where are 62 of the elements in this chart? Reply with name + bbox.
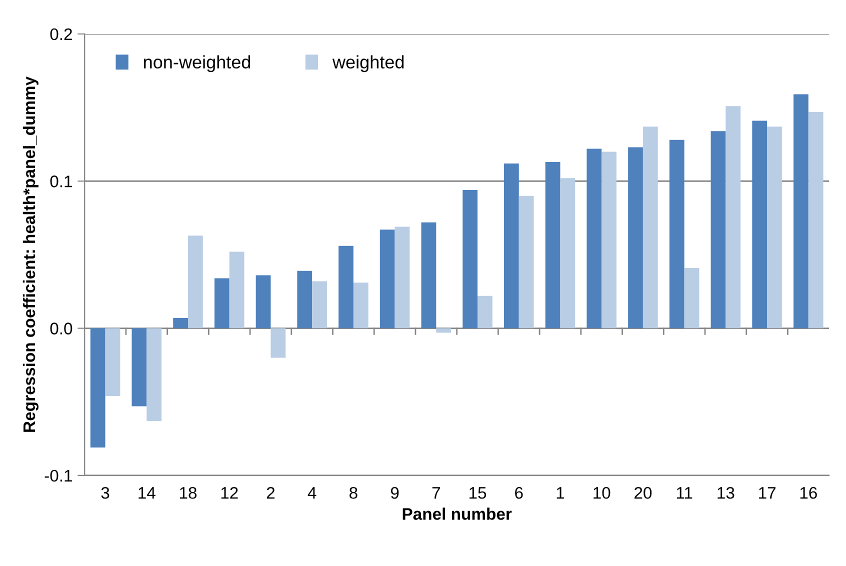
x-tick-label: 16 [800,486,817,499]
bar [586,148,602,328]
x-tick-label: 20 [634,486,652,499]
bar [394,226,410,328]
x-tick-label: 4 [308,487,316,499]
bar [710,131,726,328]
bar [188,236,203,328]
legend-label: non-weighted [144,55,250,72]
bar [353,282,368,328]
bar [642,126,658,328]
bar [560,178,576,328]
x-tick-label: 9 [390,486,399,499]
bar [752,120,768,328]
bar [462,190,478,328]
x-tick-label: 6 [515,486,523,499]
y-axis-title: Regression coefficient: health*panel_dummy [22,76,39,432]
bar [726,106,741,328]
bar [794,94,808,328]
bar [90,328,106,448]
bar [105,328,120,396]
x-tick-label: 1 [556,487,564,499]
bar [256,275,271,328]
bar [628,147,643,328]
bar [132,328,147,406]
x-tick-label: 17 [759,487,776,499]
bar [312,281,327,328]
x-tick-label: 14 [138,487,156,499]
bar [297,270,312,328]
bar [421,222,436,328]
y-tick-label: 0.0 [50,322,72,334]
bar [229,252,244,328]
x-axis-title: Panel number [402,508,512,520]
x-tick-label: 10 [594,486,610,499]
x-tick-label: 8 [350,486,358,499]
bar [173,318,188,328]
bar [602,152,616,328]
y-tick-label: 0.2 [50,28,72,40]
bar [504,163,519,328]
bar [270,328,286,358]
bar [669,140,684,328]
x-tick-label: 18 [180,486,197,499]
x-tick-label: 7 [432,487,440,499]
x-tick-label: 15 [470,487,486,499]
y-tick-label: -0.1 [44,470,72,482]
x-tick-label: 2 [266,486,275,499]
bar [338,246,354,328]
y-tick-label: 0.1 [50,176,72,188]
bar [808,112,824,328]
bar [684,268,700,328]
x-tick-label: 3 [101,486,110,499]
x-tick-label: 11 [676,487,692,499]
bar [767,126,782,328]
x-tick-label: 13 [718,486,734,499]
bar [518,196,534,328]
bar [436,328,452,333]
bar [214,278,230,328]
bar [146,328,162,421]
legend-label: weighted [332,55,404,72]
bar [545,162,560,328]
bar [478,296,492,328]
x-tick-label: 12 [221,486,238,499]
bar [380,230,395,328]
